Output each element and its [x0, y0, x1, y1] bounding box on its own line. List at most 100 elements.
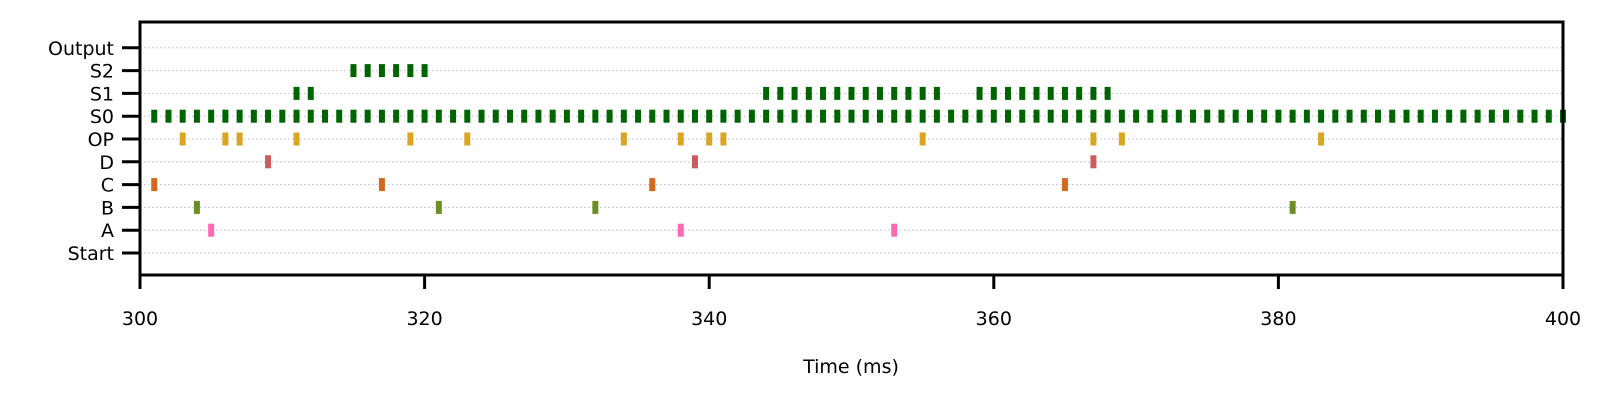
event-marks: [151, 64, 1566, 237]
event-mark-op: [1118, 132, 1125, 146]
event-mark-s0: [549, 109, 556, 123]
event-mark-s0: [933, 109, 940, 123]
event-mark-d: [691, 155, 698, 169]
event-mark-s0: [962, 109, 969, 123]
y-tick-label-b: B: [101, 197, 114, 219]
event-mark-s0: [279, 109, 286, 123]
event-mark-s0: [1488, 109, 1495, 123]
event-mark-s0: [1033, 109, 1040, 123]
event-mark-s0: [1403, 109, 1410, 123]
event-mark-s0: [620, 109, 627, 123]
grid-lines: [140, 47, 1563, 254]
event-mark-b: [435, 200, 442, 214]
event-mark-s0: [876, 109, 883, 123]
event-mark-s1: [891, 86, 898, 100]
event-mark-s0: [720, 109, 727, 123]
x-tick-label-400: 400: [1545, 308, 1581, 330]
event-mark-s1: [1047, 86, 1054, 100]
event-mark-s1: [919, 86, 926, 100]
event-mark-s0: [777, 109, 784, 123]
event-mark-op: [706, 132, 713, 146]
event-mark-s0: [578, 109, 585, 123]
event-mark-s0: [151, 109, 158, 123]
event-mark-s0: [919, 109, 926, 123]
event-mark-op: [464, 132, 471, 146]
y-tick-label-s2: S2: [90, 61, 114, 83]
event-mark-s0: [1005, 109, 1012, 123]
event-mark-s0: [1503, 109, 1510, 123]
event-mark-op: [720, 132, 727, 146]
event-mark-s0: [435, 109, 442, 123]
event-mark-s0: [905, 109, 912, 123]
event-mark-op: [677, 132, 684, 146]
event-mark-s0: [1261, 109, 1268, 123]
event-mark-s0: [834, 109, 841, 123]
event-mark-s1: [1019, 86, 1026, 100]
event-mark-s1: [976, 86, 983, 100]
x-axis: 300 320 340 360 380 400: [122, 275, 1581, 330]
event-mark-s0: [464, 109, 471, 123]
event-mark-s0: [990, 109, 997, 123]
event-mark-s0: [1275, 109, 1282, 123]
event-mark-d: [1090, 155, 1097, 169]
event-mark-s0: [421, 109, 428, 123]
event-mark-s0: [1417, 109, 1424, 123]
event-mark-s0: [193, 109, 200, 123]
event-mark-s0: [364, 109, 371, 123]
event-mark-s0: [592, 109, 599, 123]
event-mark-s0: [1318, 109, 1325, 123]
event-mark-s0: [748, 109, 755, 123]
event-mark-s1: [1090, 86, 1097, 100]
event-mark-s1: [293, 86, 300, 100]
event-mark-op: [620, 132, 627, 146]
event-mark-s0: [706, 109, 713, 123]
event-mark-s0: [307, 109, 314, 123]
event-mark-s0: [1332, 109, 1339, 123]
event-mark-s1: [1061, 86, 1068, 100]
y-tick-label-start: Start: [68, 243, 114, 265]
event-mark-s1: [905, 86, 912, 100]
event-mark-s0: [179, 109, 186, 123]
event-mark-s0: [1431, 109, 1438, 123]
event-mark-s0: [222, 109, 229, 123]
y-tick-label-s1: S1: [90, 83, 114, 105]
event-mark-s0: [1360, 109, 1367, 123]
event-mark-s0: [1218, 109, 1225, 123]
event-mark-s0: [407, 109, 414, 123]
event-mark-s0: [1019, 109, 1026, 123]
event-mark-b: [193, 200, 200, 214]
event-mark-s1: [862, 86, 869, 100]
event-mark-s0: [1161, 109, 1168, 123]
event-mark-s0: [1303, 109, 1310, 123]
event-mark-s1: [1033, 86, 1040, 100]
event-mark-a: [677, 223, 684, 237]
event-mark-s0: [336, 109, 343, 123]
event-mark-s0: [1531, 109, 1538, 123]
event-mark-s1: [933, 86, 940, 100]
event-mark-s0: [663, 109, 670, 123]
event-mark-s2: [421, 64, 428, 78]
event-mark-s0: [265, 109, 272, 123]
event-mark-op: [293, 132, 300, 146]
event-mark-s0: [635, 109, 642, 123]
event-mark-s2: [350, 64, 357, 78]
event-mark-s0: [321, 109, 328, 123]
y-tick-label-s0: S0: [90, 106, 114, 128]
x-tick-label-360: 360: [976, 308, 1012, 330]
event-mark-a: [891, 223, 898, 237]
event-mark-s1: [791, 86, 798, 100]
event-mark-s0: [478, 109, 485, 123]
event-mark-s0: [293, 109, 300, 123]
event-mark-s0: [208, 109, 215, 123]
x-tick-label-380: 380: [1260, 308, 1296, 330]
event-mark-s0: [1175, 109, 1182, 123]
event-mark-s0: [535, 109, 542, 123]
event-mark-s0: [250, 109, 257, 123]
y-tick-label-d: D: [99, 152, 114, 174]
event-mark-s0: [677, 109, 684, 123]
event-mark-s0: [450, 109, 457, 123]
event-mark-s0: [1133, 109, 1140, 123]
event-mark-s0: [393, 109, 400, 123]
event-mark-s0: [1047, 109, 1054, 123]
